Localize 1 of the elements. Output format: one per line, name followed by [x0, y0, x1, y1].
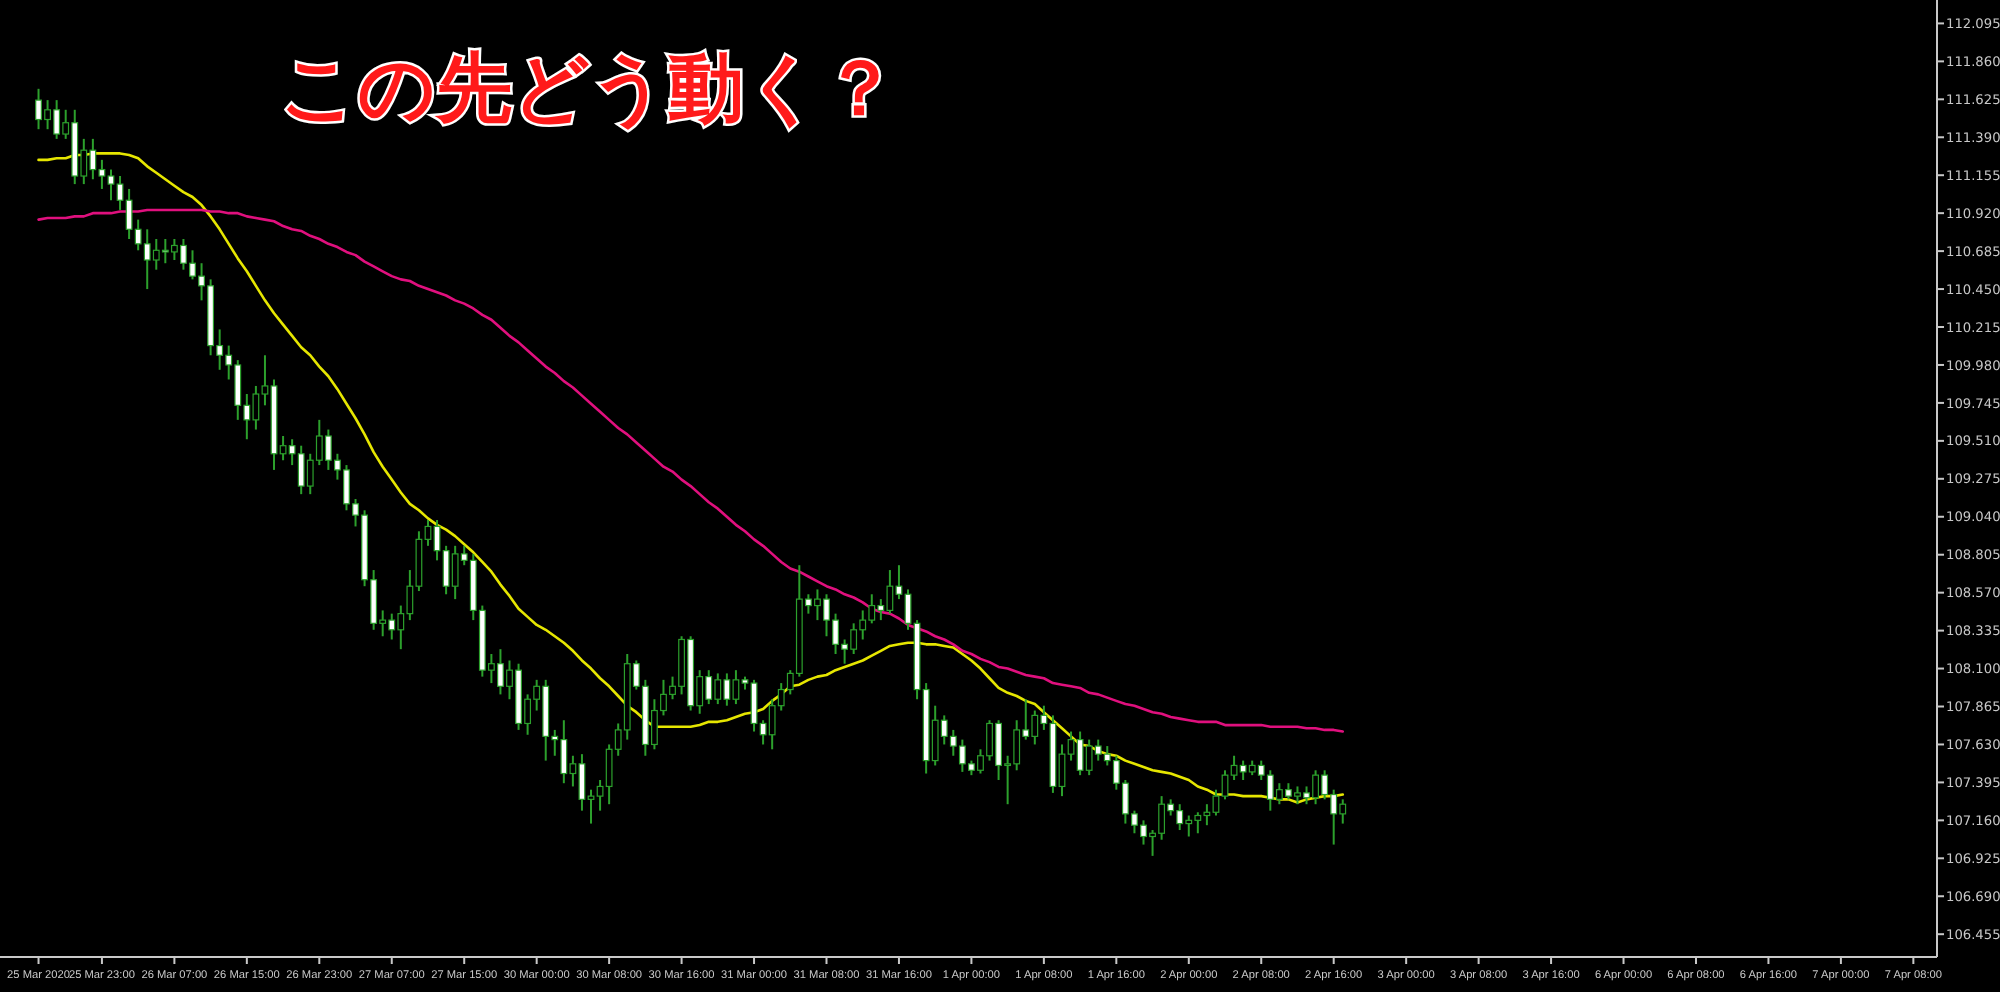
title: この先どう動く？ — [280, 44, 898, 132]
